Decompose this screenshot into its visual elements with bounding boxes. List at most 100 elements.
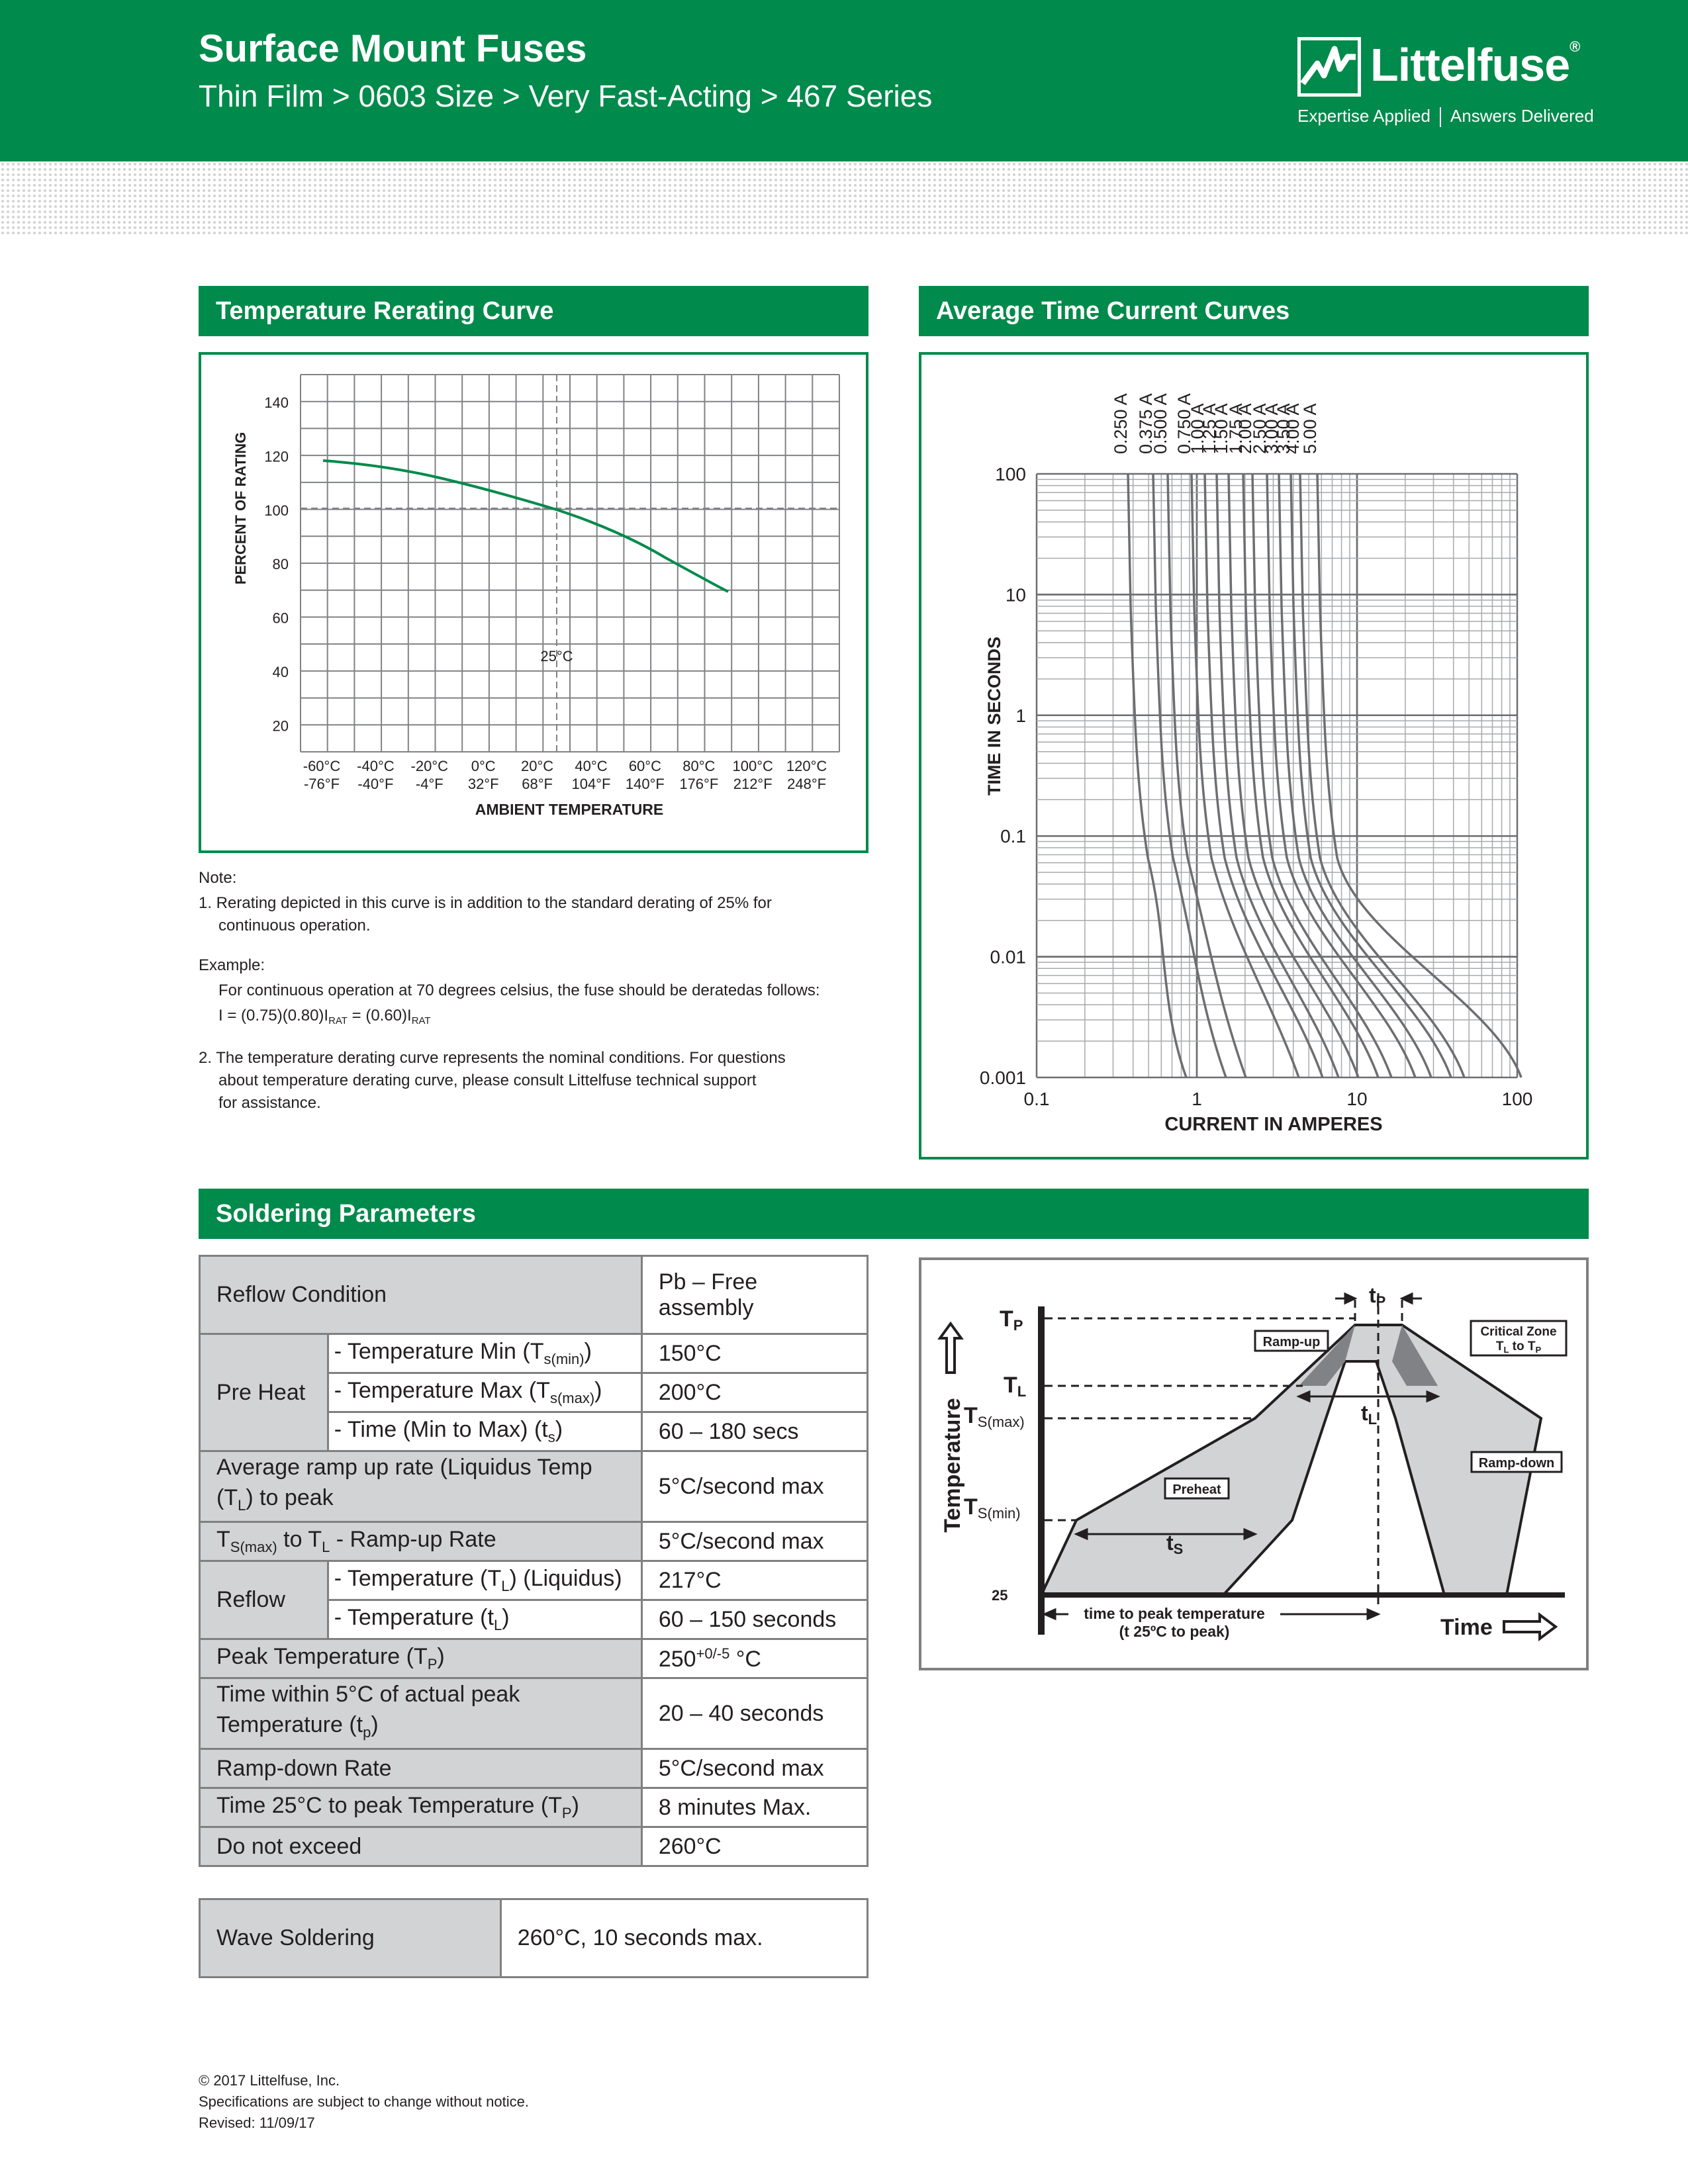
ramp-down-box (1470, 1451, 1563, 1473)
dotted-band (0, 161, 1688, 234)
rerating-x-tick-f: -76°F (304, 776, 340, 792)
fuse-curve-1 (1127, 473, 1188, 1078)
rerating-x-tick-f: 104°F (572, 776, 611, 792)
logo-wordmark: Littelfuse® (1370, 38, 1580, 91)
note-2-line1: 2. The temperature derating curve repres… (199, 1049, 786, 1067)
table-row: - Temperature (tL) 60 – 150 seconds (200, 1599, 869, 1640)
page-title: Surface Mount Fuses (199, 27, 587, 70)
timecurrent-x-tick: 10 (1346, 1089, 1367, 1109)
example-label: Example: (199, 956, 265, 974)
wave-soldering-label: Wave Soldering (199, 1898, 502, 1978)
rerating-x-tick-f: 248°F (787, 776, 826, 792)
temp-max-label: - Temperature Max (Ts(max)) (326, 1372, 643, 1413)
table-row: Peak Temperature (TP) 250+0/-5 °C (199, 1638, 869, 1679)
rerating-x-tick: 120°C (786, 758, 827, 774)
ramp-up-label: Ramp-up (1263, 1335, 1321, 1349)
fuse-curve-2 (1152, 473, 1227, 1078)
note-1-line1: 1. Rerating depicted in this curve is in… (199, 894, 772, 912)
revised-date: Revised: 11/09/17 (199, 2115, 315, 2131)
rerating-x-tick: -20°C (411, 758, 449, 774)
temperature-arrow-icon (937, 1321, 964, 1374)
fuse-rating-label: 4.00 A (1283, 403, 1303, 454)
section-timecurrent-header: Average Time Current Curves (919, 286, 1589, 336)
fuse-rating-label: 5.00 A (1300, 403, 1320, 454)
rerating-y-tick: 20 (273, 717, 289, 734)
peak-temp-label: Peak Temperature (TP) (199, 1638, 643, 1679)
wave-soldering-value: 260°C, 10 seconds max. (499, 1898, 869, 1978)
critical-zone-left (1299, 1325, 1355, 1386)
profile-yaxis-label: Temperature (940, 1398, 965, 1532)
time-25-peak-value: 8 minutes Max. (640, 1787, 869, 1828)
fuse-curve-5 (1203, 473, 1324, 1078)
ramp-up-box (1254, 1330, 1329, 1352)
ramp-down-label: Ramp-down (1479, 1456, 1554, 1471)
fuse-curve-12 (1289, 473, 1452, 1078)
fuse-rating-label: 1.00 A (1188, 403, 1207, 454)
liquidus-time-label: - Temperature (tL) (326, 1599, 643, 1640)
rerating-x-tick: -60°C (303, 758, 341, 774)
label-tl-time: tL (1361, 1401, 1377, 1428)
fuse-rating-label: 1.50 A (1211, 403, 1231, 454)
rerating-x-tick-f: 140°F (626, 776, 665, 792)
critical-zone-line2: TL to TP (1496, 1340, 1542, 1355)
label-25: 25 (992, 1587, 1008, 1604)
timecurrent-y-tick: 100 (995, 464, 1026, 484)
table-row: Time 25°C to peak Temperature (TP) 8 min… (199, 1787, 869, 1828)
tsmax-rampup-label: TS(max) to TL - Ramp-up Rate (199, 1521, 643, 1562)
rerating-xlabel: AMBIENT TEMPERATURE (475, 801, 664, 818)
rerating-x-tick: 60°C (629, 758, 661, 774)
rerating-chart-panel: PERCENT OF RATING AMBIENT TEMPERATURE 25… (199, 352, 868, 853)
ramp-down-label: Ramp-down Rate (199, 1748, 643, 1789)
timecurrent-chart-panel: 0.250 A 0.375 A 0.500 A 0.750 A 1.00 A 1.25 A… (919, 352, 1589, 1160)
time-minmax-label: - Time (Min to Max) (ts) (326, 1411, 643, 1452)
table-row: - Time (Min to Max) (ts) 60 – 180 secs (200, 1411, 869, 1452)
label-tsmax: TS(max) (964, 1403, 1025, 1430)
fuse-curve-11 (1278, 473, 1432, 1078)
do-not-exceed-value: 260°C (640, 1826, 869, 1867)
rerating-x-tick-f: 176°F (679, 776, 718, 792)
label-tl: TL (1004, 1373, 1026, 1400)
timecurrent-y-tick: 0.01 (990, 947, 1027, 968)
ramp-up-value: 5°C/second max (640, 1450, 869, 1523)
rerating-x-tick: 80°C (682, 758, 715, 774)
time-within-peak-value: 20 – 40 seconds (640, 1677, 869, 1750)
rerating-x-tick-f: -4°F (416, 776, 444, 792)
rerating-x-tick: 40°C (575, 758, 607, 774)
rerating-x-tick: -40°C (357, 758, 395, 774)
ramp-up-label: Average ramp up rate (Liquidus Temp (TL) … (199, 1450, 643, 1523)
note-2-line2: about temperature derating curve, please… (218, 1071, 757, 1089)
timecurrent-y-tick: 0.001 (980, 1068, 1026, 1088)
label-tp-time: tP (1369, 1283, 1385, 1310)
rerating-y-tick: 140 (264, 394, 289, 411)
reflow-condition-value: Pb – Free assembly (640, 1255, 869, 1335)
liquidus-temp-label: - Temperature (TL) (Liquidus) (326, 1560, 643, 1601)
fuse-curve-3 (1166, 473, 1247, 1078)
timecurrent-x-tick: 1 (1192, 1089, 1202, 1109)
page-footer: © 2017 Littelfuse, Inc. Specifications a… (199, 2070, 529, 2134)
rerating-x-tick-f: 212°F (733, 776, 773, 792)
temp-max-value: 200°C (640, 1372, 869, 1413)
fuse-curve-4 (1190, 473, 1300, 1078)
timecurrent-x-tick: 0.1 (1024, 1089, 1050, 1109)
example-formula: I = (0.75)(0.80)IRAT = (0.60)IRAT (218, 1007, 431, 1026)
rerating-ylabel: PERCENT OF RATING (232, 432, 249, 585)
temp-min-label: - Temperature Min (Ts(min)) (326, 1333, 643, 1374)
rerating-x-tick-f: 32°F (468, 776, 499, 792)
timecurrent-y-tick: 0.1 (1000, 826, 1026, 846)
rerating-x-tick: 100°C (732, 758, 773, 774)
fuse-curve-8 (1242, 473, 1380, 1078)
table-row: TS(max) to TL - Ramp-up Rate 5°C/second … (199, 1521, 869, 1562)
rerating-x-tick-f: 68°F (522, 776, 553, 792)
fuse-rating-label: 2.50 A (1250, 403, 1270, 454)
critical-zone-line1: Critical Zone (1480, 1325, 1556, 1339)
fuse-curve-14 (1316, 473, 1523, 1078)
fuse-rating-label: 2.00 A (1235, 403, 1255, 454)
time-to-peak-line2: (t 25ºC to peak) (1119, 1623, 1230, 1640)
section-rerating-header: Temperature Rerating Curve (199, 286, 868, 336)
table-row: Do not exceed 260°C (199, 1826, 869, 1867)
rerating-marker-label: 25°C (540, 648, 573, 664)
table-row: Wave Soldering 260°C, 10 seconds max. (199, 1898, 869, 1978)
reflow-condition-label: Reflow Condition (199, 1255, 643, 1335)
reflow-profile-panel: TP TL TS(max) TS(min) 25 Temperature Tim… (919, 1257, 1589, 1670)
rerating-y-tick: 60 (273, 610, 289, 627)
